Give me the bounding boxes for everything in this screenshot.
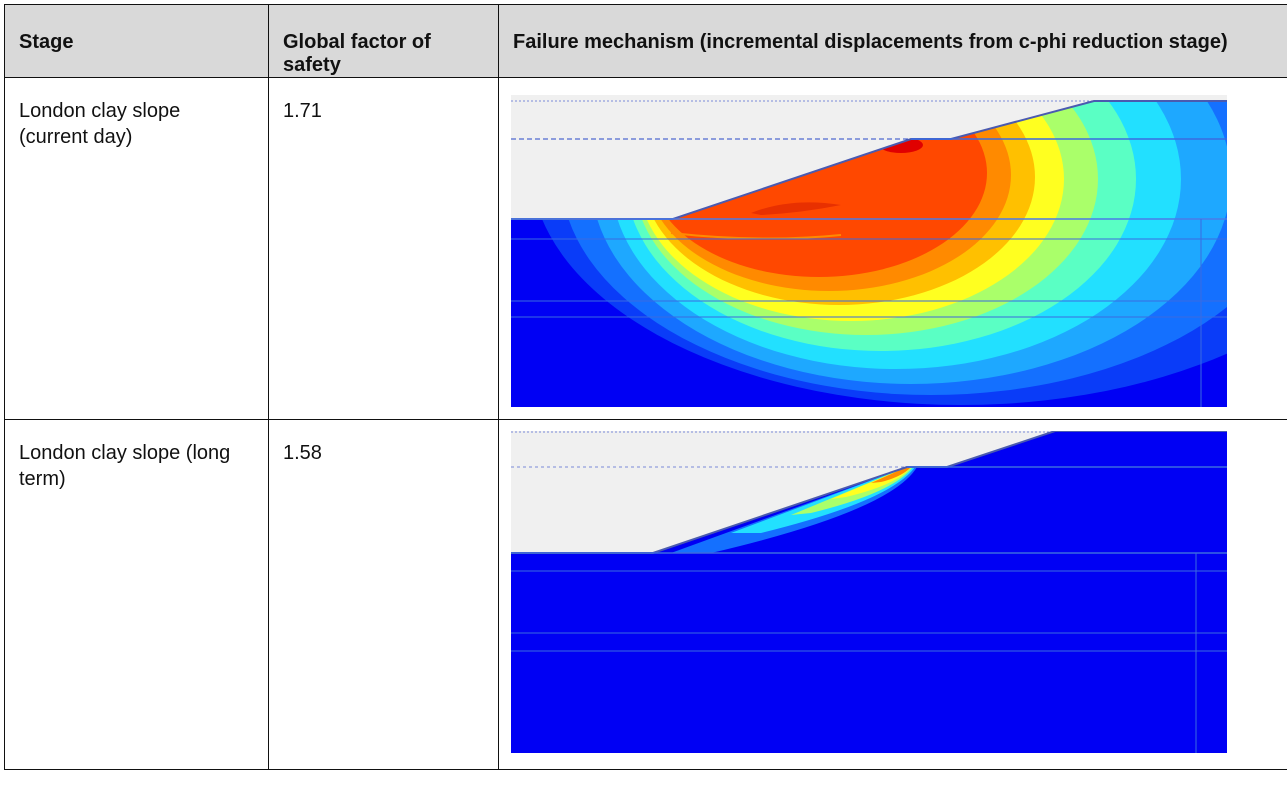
stage-cell: London clay slope (long term) — [4, 419, 269, 770]
header-factor-of-safety: Global factor of safety — [268, 4, 499, 78]
header-row: Stage Global factor of safety Failure me… — [4, 4, 1287, 78]
soil-region — [511, 431, 1227, 753]
failure-mechanism-plot-long-term — [511, 431, 1227, 753]
header-stage: Stage — [4, 4, 269, 78]
mechanism-cell — [498, 77, 1287, 420]
displacement-contour-plot — [511, 431, 1227, 753]
failure-mechanism-plot-current-day — [511, 95, 1227, 407]
table-row: London clay slope (current day) 1.71 — [4, 77, 1287, 420]
factor-of-safety-cell: 1.71 — [268, 77, 499, 420]
stage-cell: London clay slope (current day) — [4, 77, 269, 420]
mechanism-cell — [498, 419, 1287, 770]
header-failure-mechanism: Failure mechanism (incremental displacem… — [498, 4, 1287, 78]
table-row: London clay slope (long term) 1.58 — [4, 419, 1287, 770]
displacement-contours — [671, 467, 917, 553]
factor-of-safety-cell: 1.58 — [268, 419, 499, 770]
results-table: Stage Global factor of safety Failure me… — [4, 4, 1287, 770]
displacement-contour-plot — [511, 95, 1227, 407]
